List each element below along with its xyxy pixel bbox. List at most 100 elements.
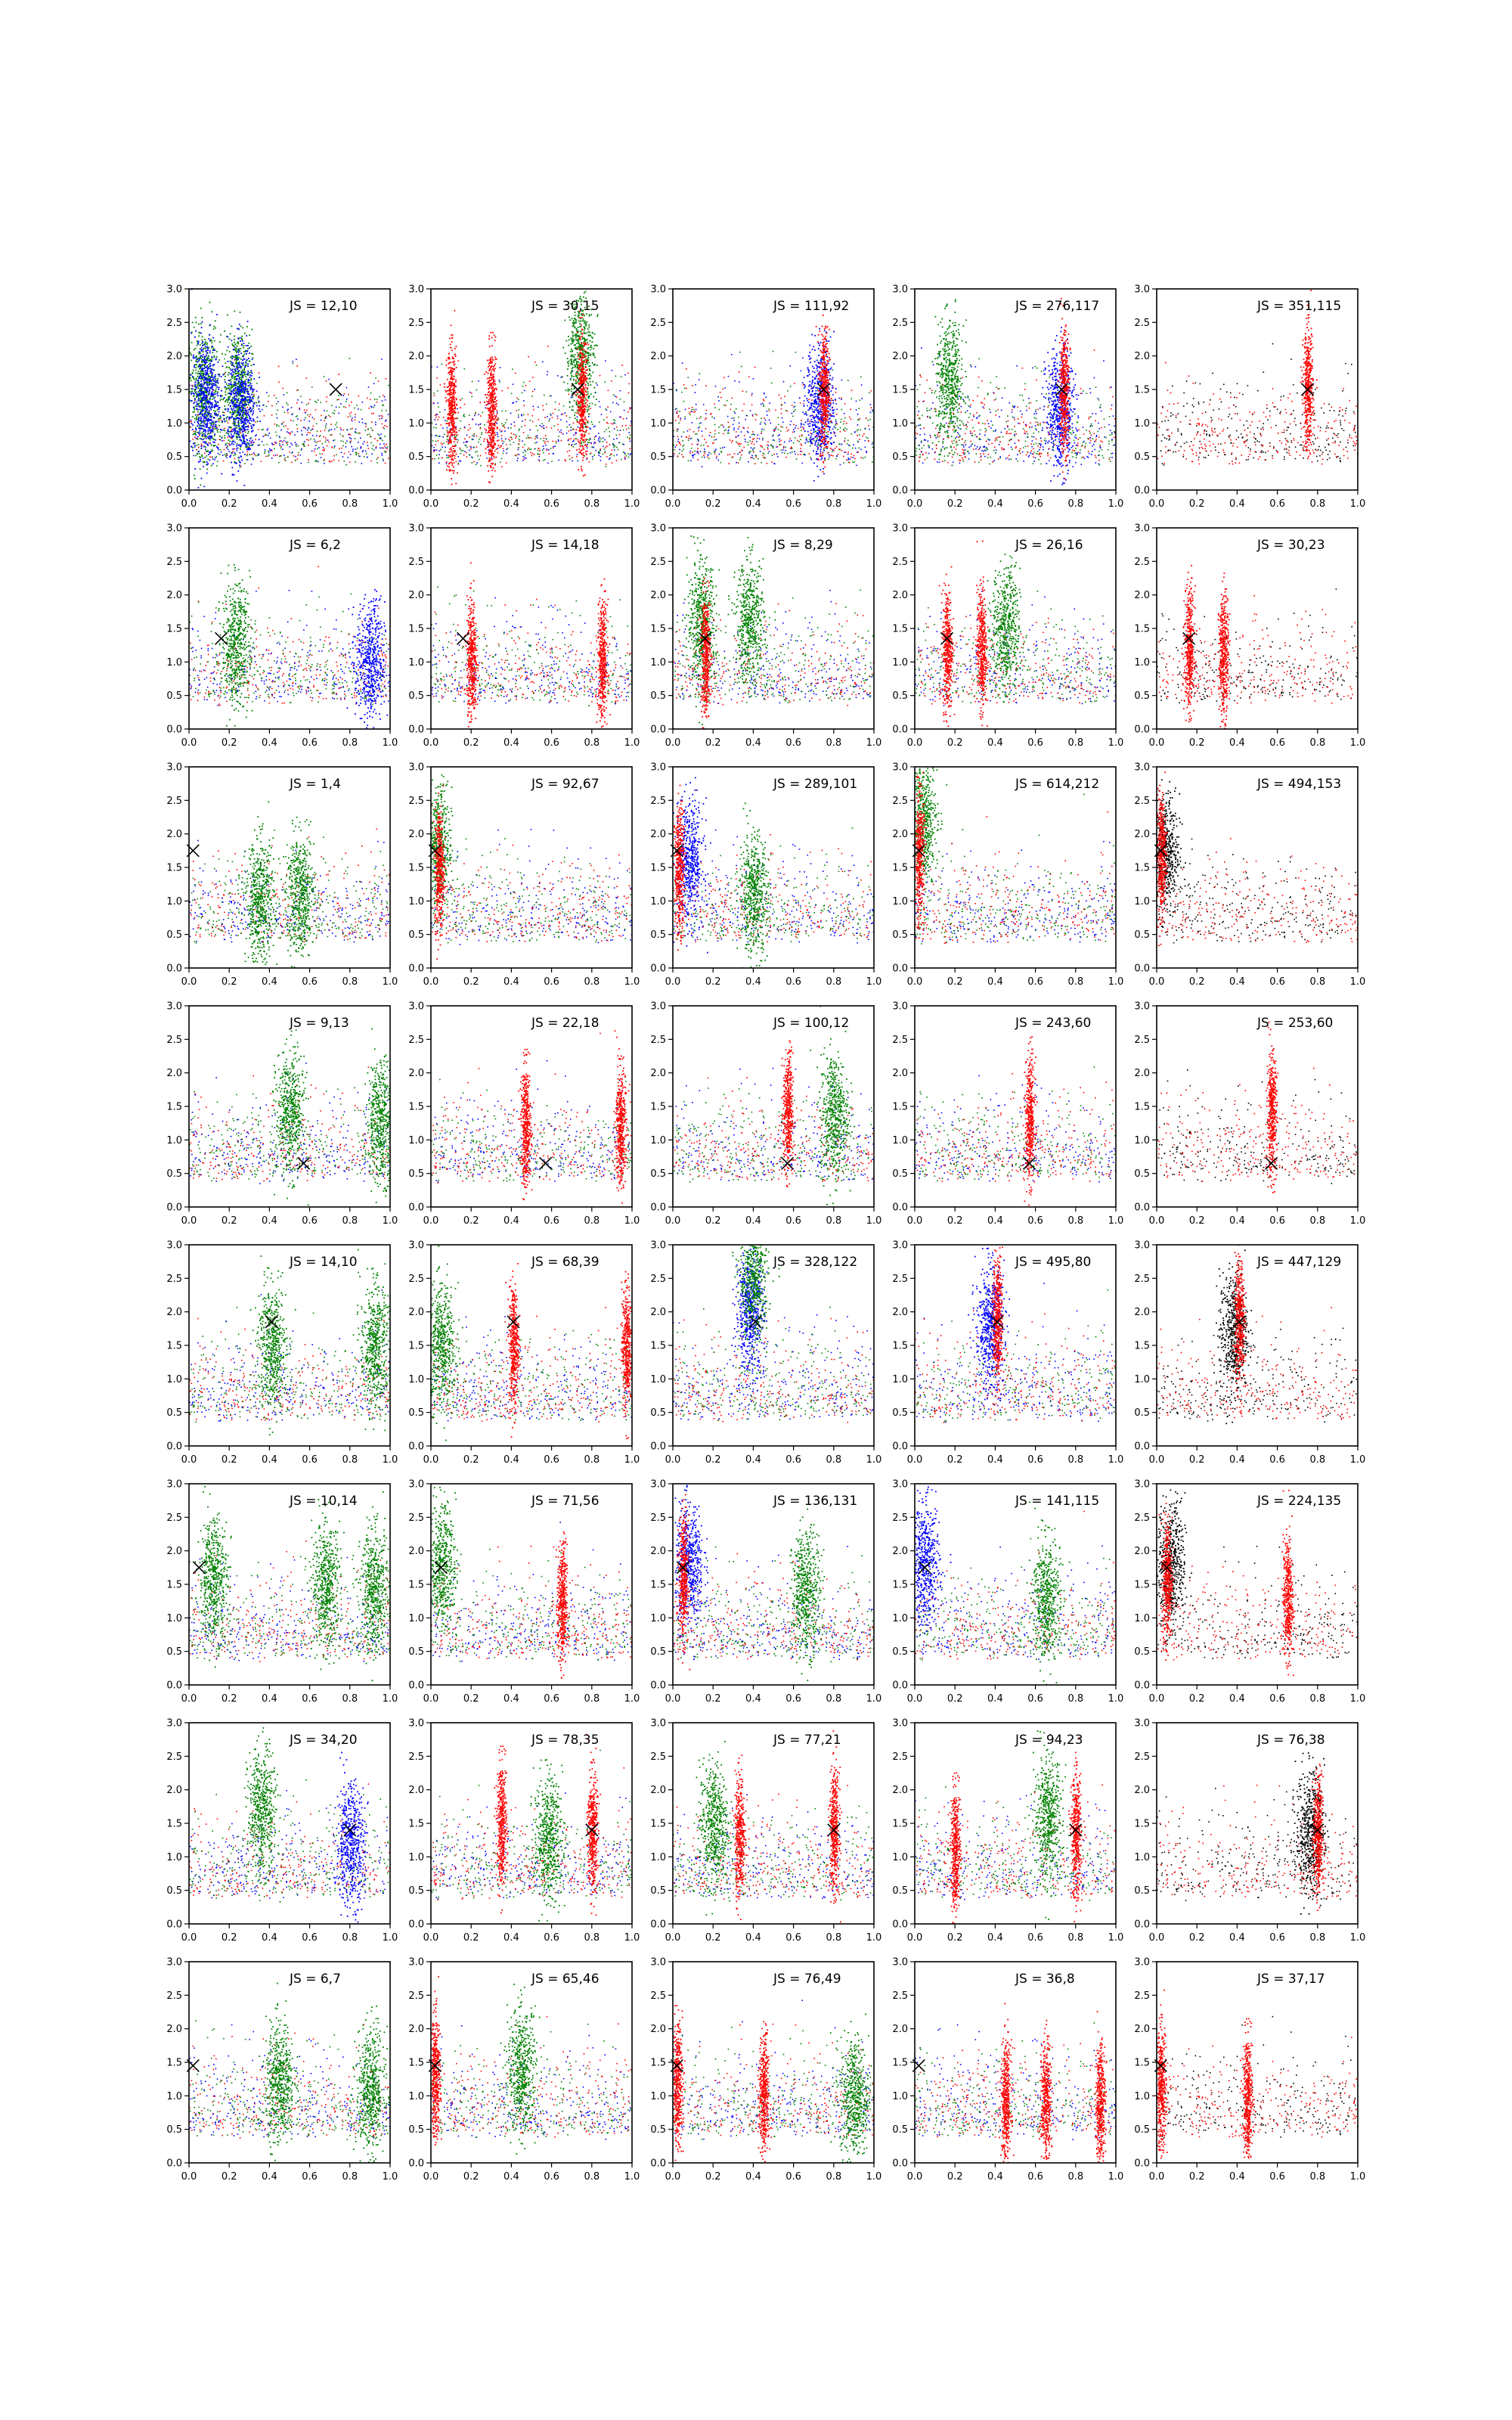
scatter-point	[236, 399, 237, 400]
scatter-point	[324, 410, 325, 411]
scatter-point	[269, 448, 271, 450]
scatter-point	[519, 443, 520, 445]
scatter-point	[216, 430, 218, 431]
scatter-point	[194, 389, 196, 390]
scatter-point	[383, 460, 384, 461]
scatter-point	[199, 424, 200, 426]
scatter-point	[243, 485, 245, 486]
scatter-point	[240, 467, 241, 468]
scatter-point	[237, 328, 238, 330]
scatter-point	[194, 386, 196, 388]
scatter-point	[201, 368, 203, 370]
cluster-green	[562, 265, 599, 446]
scatter-point	[248, 420, 249, 421]
scatter-point	[280, 440, 282, 442]
scatter-point	[578, 371, 579, 372]
scatter-point	[241, 362, 243, 364]
scatter-point	[229, 396, 231, 398]
scatter-point	[197, 418, 198, 420]
scatter-point	[214, 378, 215, 380]
scatter-point	[316, 455, 318, 456]
scatter-point	[213, 439, 215, 440]
scatter-point	[572, 331, 573, 333]
scatter-point	[352, 417, 353, 419]
scatter-point	[438, 458, 439, 459]
scatter-point	[312, 435, 314, 436]
scatter-point	[571, 409, 572, 411]
scatter-point	[200, 413, 201, 414]
scatter-point	[225, 445, 227, 446]
scatter-point	[206, 427, 207, 428]
scatter-point	[569, 361, 570, 362]
scatter-point	[197, 383, 199, 385]
scatter-point	[449, 390, 451, 392]
scatter-point	[371, 421, 373, 423]
scatter-point	[587, 393, 589, 395]
scatter-point	[253, 389, 255, 390]
scatter-point	[584, 340, 586, 342]
scatter-point	[580, 415, 581, 417]
scatter-point	[201, 448, 203, 449]
scatter-point	[215, 358, 217, 360]
scatter-point	[595, 404, 596, 405]
scatter-point	[231, 390, 233, 392]
scatter-point	[191, 445, 193, 447]
scatter-point	[584, 422, 586, 424]
scatter-point	[382, 424, 383, 425]
scatter-point	[553, 413, 554, 414]
scatter-point	[575, 433, 577, 435]
scatter-point	[573, 423, 575, 424]
scatter-point	[248, 391, 249, 392]
scatter-point	[584, 327, 585, 328]
scatter-point	[237, 470, 239, 472]
scatter-point	[209, 451, 210, 453]
scatter-point	[388, 385, 389, 386]
scatter-point	[202, 436, 203, 437]
scatter-point	[532, 391, 534, 392]
scatter-point	[235, 430, 237, 432]
scatter-point	[203, 351, 204, 352]
scatter-point	[587, 442, 589, 443]
scatter-point	[237, 414, 239, 416]
scatter-point	[207, 348, 209, 349]
scatter-point	[608, 390, 609, 392]
scatter-point	[252, 373, 253, 374]
scatter-point	[237, 443, 238, 445]
scatter-point	[545, 445, 547, 446]
scatter-point	[316, 461, 318, 462]
scatter-point	[209, 410, 210, 411]
scatter-point	[293, 363, 294, 365]
scatter-point	[452, 453, 454, 455]
scatter-point	[584, 417, 586, 418]
scatter-point	[196, 386, 197, 388]
scatter-point	[362, 422, 364, 424]
scatter-point	[194, 327, 195, 328]
scatter-point	[578, 361, 579, 363]
scatter-point	[243, 422, 245, 424]
scatter-point	[203, 423, 205, 424]
scatter-point	[584, 349, 585, 350]
scatter-point	[453, 392, 454, 394]
scatter-point	[624, 457, 626, 458]
scatter-point	[218, 408, 220, 410]
scatter-point	[594, 436, 596, 438]
scatter-point	[201, 455, 203, 456]
scatter-point	[212, 457, 214, 458]
scatter-point	[285, 460, 287, 461]
scatter-point	[258, 429, 259, 430]
scatter-point	[239, 431, 240, 433]
scatter-point	[587, 352, 589, 354]
scatter-point	[237, 341, 239, 343]
scatter-point	[370, 442, 372, 444]
scatter-point	[271, 405, 273, 407]
scatter-point	[438, 462, 440, 464]
scatter-point	[463, 455, 465, 456]
scatter-point	[435, 424, 437, 425]
scatter-point	[202, 434, 203, 436]
scatter-point	[499, 430, 500, 431]
scatter-point	[235, 416, 237, 417]
scatter-point	[300, 420, 302, 421]
scatter-point	[226, 433, 228, 434]
scatter-point	[192, 386, 194, 387]
scatter-point	[526, 438, 528, 439]
